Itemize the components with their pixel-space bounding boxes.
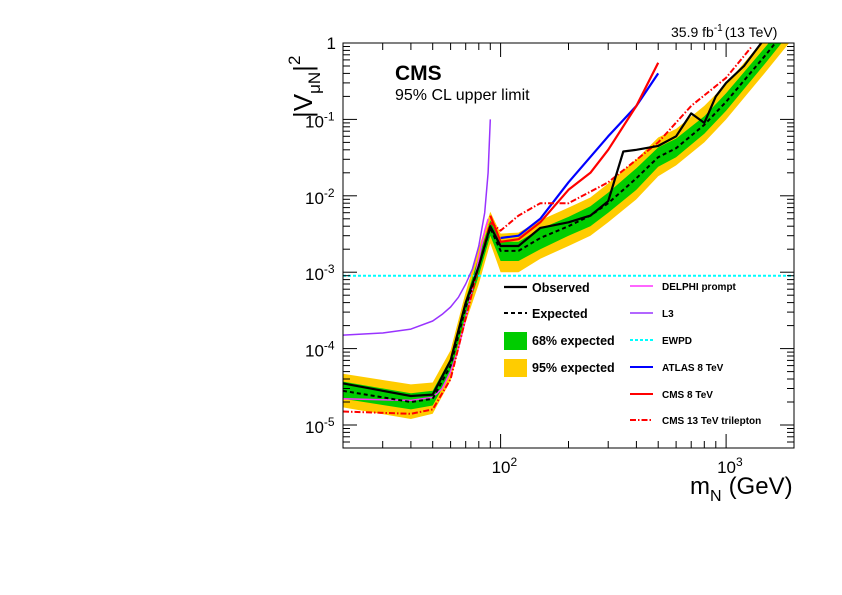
plot-subtitle: 95% CL upper limit: [395, 87, 530, 104]
legend-entry-l3: L3: [630, 309, 674, 320]
svg-text:ATLAS 8 TeV: ATLAS 8 TeV: [662, 363, 724, 374]
limit-curves: [343, 43, 794, 415]
svg-text:EWPD: EWPD: [662, 336, 692, 347]
uncertainty-bands: [343, 43, 790, 419]
svg-text:95% expected: 95% expected: [532, 361, 615, 375]
experiment-label: CMS: [395, 62, 442, 85]
legend-entry-expected: Expected: [504, 307, 588, 321]
cms-13tev-trilepton-curve: [343, 45, 753, 415]
svg-text:DELPHI prompt: DELPHI prompt: [662, 282, 737, 293]
y-tick-label: 10-4: [305, 339, 335, 361]
legend-entry-95-expected: 95% expected: [504, 359, 615, 377]
y-axis-title: |VμN|2: [285, 56, 324, 118]
axis-ticks: 102 103 1 10-1 10-2 10-3 10-4 10-5: [305, 34, 795, 477]
legend-entry-cms13-trilepton: CMS 13 TeV trilepton: [630, 416, 761, 427]
legend-entry-ewpd: EWPD: [630, 336, 692, 347]
svg-text:68% expected: 68% expected: [532, 334, 615, 348]
delphi-prompt-curve: [343, 218, 489, 402]
l3-curve: [343, 119, 492, 336]
x-tick-label: 103: [717, 455, 743, 477]
svg-text:Observed: Observed: [532, 281, 590, 295]
legend-entry-cms8: CMS 8 TeV: [630, 390, 713, 401]
svg-text:CMS 8 TeV: CMS 8 TeV: [662, 390, 713, 401]
legend-entry-68-expected: 68% expected: [504, 332, 615, 350]
expected-curve: [343, 43, 777, 403]
legend-entry-atlas8: ATLAS 8 TeV: [630, 363, 724, 374]
cms-8tev-curve: [489, 62, 660, 243]
svg-text:|VμN|2: |VμN|2: [285, 56, 324, 118]
x-axis-title: mN (GeV): [690, 473, 793, 505]
legend-entry-delphi: DELPHI prompt: [630, 282, 737, 293]
y-tick-label: 10-5: [305, 415, 335, 437]
y-tick-label: 10-2: [305, 186, 335, 208]
legend: Observed Expected 68% expected 95% expec…: [504, 281, 761, 427]
svg-text:CMS 13 TeV trilepton: CMS 13 TeV trilepton: [662, 416, 761, 427]
legend-entry-observed: Observed: [504, 281, 590, 295]
svg-text:Expected: Expected: [532, 307, 588, 321]
band-68-expected: [343, 43, 782, 410]
svg-text:L3: L3: [662, 309, 674, 320]
observed-curve: [343, 43, 763, 398]
lumi-label: 35.9 fb-1 (13 TeV): [671, 23, 777, 40]
x-tick-label: 102: [492, 455, 518, 477]
y-tick-label: 10-1: [305, 109, 335, 131]
y-tick-label: 1: [327, 34, 336, 53]
y-tick-label: 10-3: [305, 262, 335, 284]
